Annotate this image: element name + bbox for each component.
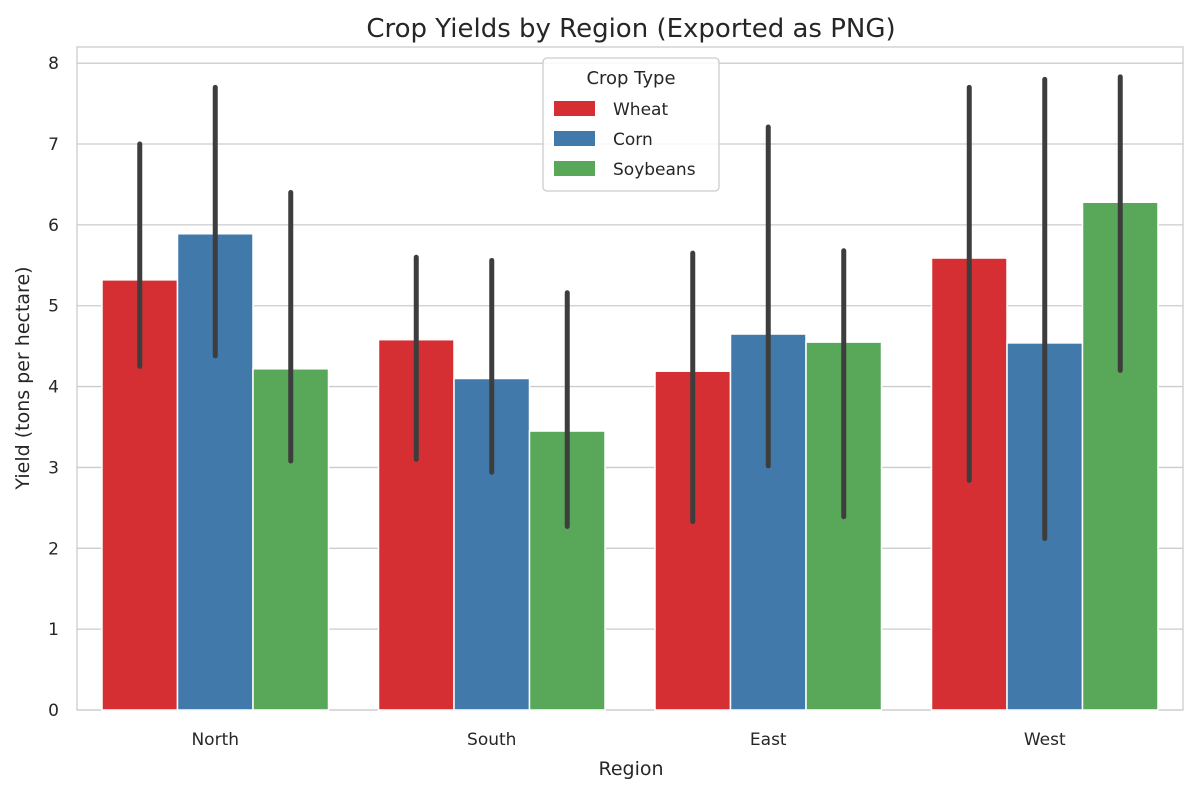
y-tick-label: 3 [48, 458, 59, 478]
x-axis-label: Region [598, 758, 663, 780]
error-bars [137, 74, 1123, 542]
x-tick-label: West [1024, 730, 1066, 750]
plot-frame [76, 46, 1184, 711]
x-tick-label: South [467, 730, 516, 750]
y-axis-label: Yield (tons per hectare) [12, 266, 34, 490]
y-tick-label: 2 [48, 539, 59, 559]
y-tick-label: 8 [48, 54, 59, 74]
bars [101, 201, 1159, 711]
y-tick-labels: 0 1 2 3 4 5 6 7 8 [48, 54, 59, 721]
legend-swatch-soybeans [554, 161, 595, 176]
x-tick-label: East [750, 730, 787, 750]
x-tick-labels: North South East West [191, 730, 1066, 750]
legend-swatch-wheat [554, 101, 595, 116]
legend-items: Wheat Corn Soybeans [554, 100, 696, 180]
legend-box [542, 57, 720, 192]
x-tick-label: North [191, 730, 239, 750]
legend-label-wheat: Wheat [613, 100, 668, 120]
y-tick-label: 1 [48, 620, 59, 640]
y-tick-label: 6 [48, 216, 59, 236]
y-tick-label: 7 [48, 135, 59, 155]
legend-label-corn: Corn [613, 130, 653, 150]
y-tick-label: 4 [48, 378, 59, 398]
legend-swatch-corn [554, 131, 595, 146]
legend: Crop Type Wheat Corn Soybeans [542, 57, 720, 192]
chart-title: Crop Yields by Region (Exported as PNG) [366, 14, 895, 44]
y-tick-label: 5 [48, 297, 59, 317]
legend-title: Crop Type [586, 68, 675, 89]
y-tick-label: 0 [48, 701, 59, 721]
legend-label-soybeans: Soybeans [613, 160, 696, 180]
